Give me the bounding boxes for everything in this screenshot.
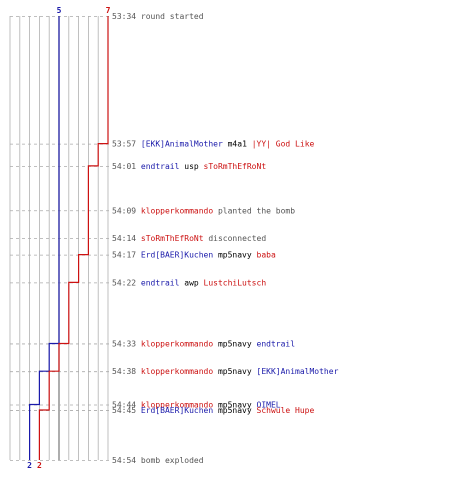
series-t-top-label: 7 <box>106 6 111 15</box>
event-part-t: LustchiLutsch <box>199 278 267 287</box>
event-part-neutral: bomb exploded <box>141 456 204 465</box>
event-part-t: klopperkommando <box>141 339 213 348</box>
event-time: 53:57 <box>112 140 141 149</box>
event-entry-11: 54:54 bomb exploded <box>112 456 204 465</box>
event-entry-4: 54:14 sToRmThEfRoNt disconnected <box>112 234 266 243</box>
event-part-ct: endtrail <box>141 278 180 287</box>
event-part-weapon: mp5navy <box>213 401 252 410</box>
event-part-t: sToRmThEfRoNt <box>199 162 267 171</box>
event-time: 53:34 <box>112 12 141 21</box>
event-part-weapon: mp5navy <box>213 339 252 348</box>
event-time: 54:01 <box>112 162 141 171</box>
series-t-line <box>38 16 109 460</box>
event-part-t: klopperkommando <box>141 401 213 410</box>
event-part-t: klopperkommando <box>141 367 213 376</box>
event-part-neutral: round started <box>141 12 204 21</box>
event-entry-2: 54:01 endtrail usp sToRmThEfRoNt <box>112 162 266 171</box>
event-part-t: Schwule Hupe <box>252 406 315 415</box>
event-time: 54:33 <box>112 339 141 348</box>
event-time: 54:44 <box>112 401 141 410</box>
event-time: 54:09 <box>112 206 141 215</box>
event-part-weapon: awp <box>179 278 198 287</box>
event-time: 54:38 <box>112 367 141 376</box>
event-entry-6: 54:22 endtrail awp LustchiLutsch <box>112 278 266 287</box>
event-time: 54:22 <box>112 278 141 287</box>
event-time: 54:17 <box>112 251 141 260</box>
event-part-neutral: disconnected <box>204 234 267 243</box>
event-part-ct: endtrail <box>141 162 180 171</box>
event-entry-7: 54:33 klopperkommando mp5navy endtrail <box>112 339 295 348</box>
event-entry-0: 53:34 round started <box>112 12 204 21</box>
event-part-weapon: usp <box>179 162 198 171</box>
event-part-t: sToRmThEfRoNt <box>141 234 204 243</box>
event-part-t: |YY| God Like <box>247 140 315 149</box>
event-part-weapon: mp5navy <box>213 367 252 376</box>
series-ct-bottom-label: 2 <box>27 461 32 470</box>
event-time: 54:45 <box>112 406 141 415</box>
event-part-t: baba <box>252 251 276 260</box>
event-part-weapon: mp5navy <box>213 406 252 415</box>
event-entry-3: 54:09 klopperkommando planted the bomb <box>112 206 295 215</box>
event-entry-5: 54:17 Erd[BAER]Kuchen mp5navy baba <box>112 251 276 260</box>
event-part-weapon: mp5navy <box>213 251 252 260</box>
event-part-weapon: m4a1 <box>223 140 247 149</box>
event-entry-10: 54:45 Erd[BAER]Kuchen mp5navy Schwule Hu… <box>112 406 314 415</box>
event-part-neutral: planted the bomb <box>213 206 295 215</box>
event-entry-8: 54:38 klopperkommando mp5navy [EKK]Anima… <box>112 367 339 376</box>
event-time: 54:14 <box>112 234 141 243</box>
event-part-ct: Erd[BAER]Kuchen <box>141 251 213 260</box>
event-part-ct: [EKK]AnimalMother <box>141 140 223 149</box>
event-entry-1: 53:57 [EKK]AnimalMother m4a1 |YY| God Li… <box>112 140 315 149</box>
series-t-bottom-label: 2 <box>37 461 42 470</box>
event-part-t: klopperkommando <box>141 206 213 215</box>
event-entry-9: 54:44 klopperkommando mp5navy OIMEL <box>112 401 281 410</box>
event-part-ct: OIMEL <box>252 401 281 410</box>
event-part-ct: endtrail <box>252 339 296 348</box>
event-time: 54:54 <box>112 456 141 465</box>
series-ct-line <box>29 16 60 460</box>
event-part-ct: Erd[BAER]Kuchen <box>141 406 213 415</box>
event-part-ct: [EKK]AnimalMother <box>252 367 339 376</box>
series-ct-top-label: 5 <box>57 6 62 15</box>
